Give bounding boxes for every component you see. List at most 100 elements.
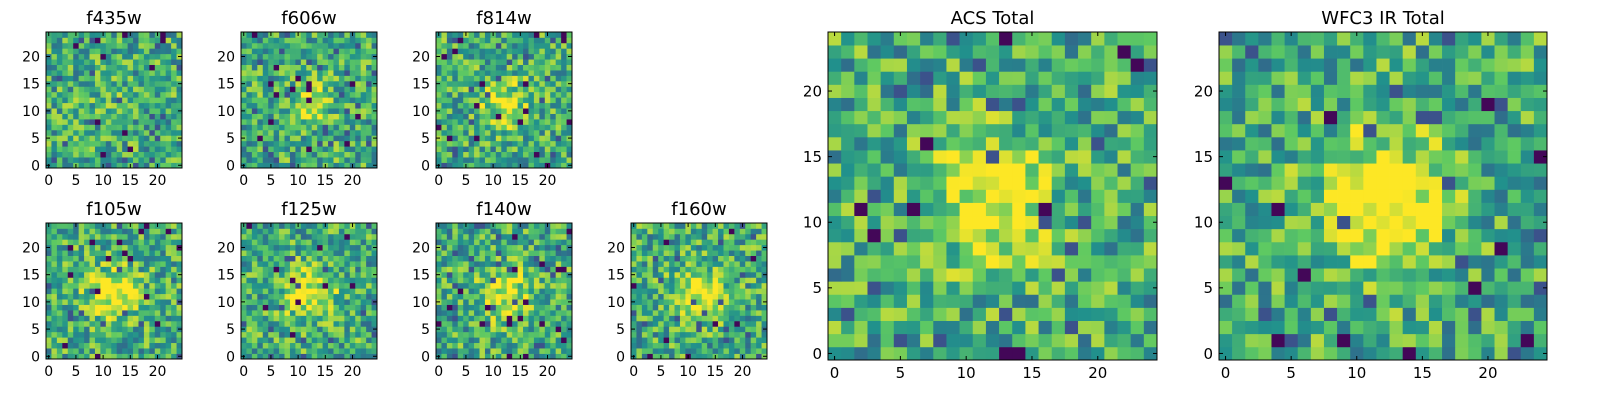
heatmap-cell bbox=[707, 342, 713, 349]
heatmap-cell bbox=[143, 277, 150, 284]
heatmap-cell bbox=[51, 310, 58, 316]
heatmap-cell bbox=[663, 342, 670, 349]
heatmap-cell bbox=[78, 102, 85, 109]
heatmap-cell bbox=[67, 48, 74, 55]
heatmap-cell bbox=[636, 288, 643, 295]
heatmap-cell bbox=[154, 42, 161, 49]
heatmap-cell bbox=[739, 337, 746, 344]
heatmap-cell bbox=[523, 119, 529, 125]
heatmap-cell bbox=[495, 288, 502, 295]
heatmap-cell bbox=[171, 97, 177, 104]
heatmap-cell bbox=[165, 157, 172, 163]
heatmap-cell bbox=[84, 70, 90, 76]
heatmap-cell bbox=[972, 215, 987, 230]
heatmap-cell bbox=[561, 342, 567, 349]
heatmap-cell bbox=[441, 228, 448, 235]
heatmap-cell bbox=[273, 135, 280, 142]
heatmap-cell bbox=[756, 310, 762, 316]
heatmap-cell bbox=[154, 102, 161, 109]
heatmap-cell bbox=[652, 228, 659, 235]
heatmap-cell bbox=[257, 70, 264, 76]
heatmap-cell bbox=[555, 299, 562, 305]
heatmap-cell bbox=[436, 97, 442, 104]
heatmap-cell bbox=[138, 119, 145, 125]
heatmap-cell bbox=[143, 271, 150, 278]
heatmap-cell bbox=[490, 119, 497, 125]
heatmap-cell bbox=[641, 223, 648, 229]
heatmap-cell bbox=[999, 202, 1013, 217]
heatmap-cell bbox=[745, 223, 752, 229]
heatmap-cell bbox=[322, 91, 329, 98]
heatmap-cell bbox=[696, 266, 703, 273]
heatmap-cell bbox=[105, 277, 112, 284]
heatmap-cell bbox=[446, 59, 453, 65]
heatmap-cell bbox=[468, 239, 475, 246]
heatmap-cell bbox=[745, 304, 752, 311]
heatmap-cell bbox=[143, 113, 150, 120]
heatmap-cell bbox=[122, 315, 128, 322]
heatmap-cell bbox=[854, 228, 868, 243]
heatmap-cell bbox=[647, 255, 654, 262]
heatmap-cell bbox=[56, 288, 63, 295]
heatmap-cell bbox=[154, 326, 161, 333]
heatmap-cell bbox=[84, 129, 90, 136]
heatmap-cell bbox=[46, 91, 52, 98]
heatmap-cell bbox=[105, 162, 112, 169]
heatmap-cell bbox=[89, 37, 96, 44]
heatmap-cell bbox=[317, 157, 323, 163]
heatmap-cell bbox=[138, 233, 145, 240]
heatmap-cell bbox=[62, 271, 69, 278]
heatmap-cell bbox=[67, 282, 74, 289]
heatmap-cell bbox=[317, 37, 323, 44]
heatmap-cell bbox=[544, 146, 551, 153]
heatmap-cell bbox=[371, 70, 378, 76]
heatmap-cell bbox=[756, 348, 762, 354]
y-tick-label: 5 bbox=[31, 322, 40, 338]
heatmap-cell bbox=[544, 151, 551, 158]
heatmap-cell bbox=[295, 239, 302, 246]
heatmap-cell bbox=[734, 310, 741, 316]
heatmap-cell bbox=[555, 97, 562, 104]
heatmap-cell bbox=[669, 233, 675, 240]
heatmap-cell bbox=[490, 102, 497, 109]
heatmap-cell bbox=[262, 86, 269, 93]
heatmap-cell bbox=[561, 233, 567, 240]
heatmap-cell bbox=[484, 124, 491, 131]
heatmap-cell bbox=[756, 337, 762, 344]
heatmap-cell bbox=[133, 315, 139, 322]
heatmap-cell bbox=[841, 333, 855, 348]
heatmap-cell bbox=[171, 233, 177, 240]
heatmap-cell bbox=[360, 223, 367, 229]
heatmap-cell bbox=[176, 282, 183, 289]
heatmap-cell bbox=[679, 255, 686, 262]
heatmap-cell bbox=[463, 80, 469, 87]
heatmap-cell bbox=[436, 102, 442, 109]
heatmap-cell bbox=[333, 53, 340, 60]
heatmap-cell bbox=[46, 119, 52, 125]
heatmap-cell bbox=[78, 348, 85, 354]
heatmap-cell bbox=[317, 348, 323, 354]
heatmap-cell bbox=[528, 304, 535, 311]
heatmap-cell bbox=[366, 348, 372, 354]
heatmap-cell bbox=[171, 337, 177, 344]
heatmap-cell bbox=[463, 59, 469, 65]
heatmap-cell bbox=[690, 299, 697, 305]
heatmap-cell bbox=[133, 53, 139, 60]
heatmap-cell bbox=[501, 97, 508, 104]
heatmap-cell bbox=[262, 320, 269, 327]
heatmap-cell bbox=[62, 37, 69, 44]
heatmap-cell bbox=[490, 113, 497, 120]
heatmap-cell bbox=[441, 162, 448, 169]
heatmap-cell bbox=[89, 261, 96, 267]
heatmap-cell bbox=[561, 59, 567, 65]
heatmap-cell bbox=[62, 64, 69, 71]
heatmap-cell bbox=[56, 59, 63, 65]
heatmap-cell bbox=[366, 102, 372, 109]
heatmap-cell bbox=[533, 113, 540, 120]
heatmap-cell bbox=[94, 157, 101, 163]
heatmap-cell bbox=[468, 277, 475, 284]
heatmap-cell bbox=[479, 261, 486, 267]
heatmap-cell bbox=[160, 151, 167, 158]
heatmap-cell bbox=[685, 315, 692, 322]
heatmap-cell bbox=[745, 233, 752, 240]
